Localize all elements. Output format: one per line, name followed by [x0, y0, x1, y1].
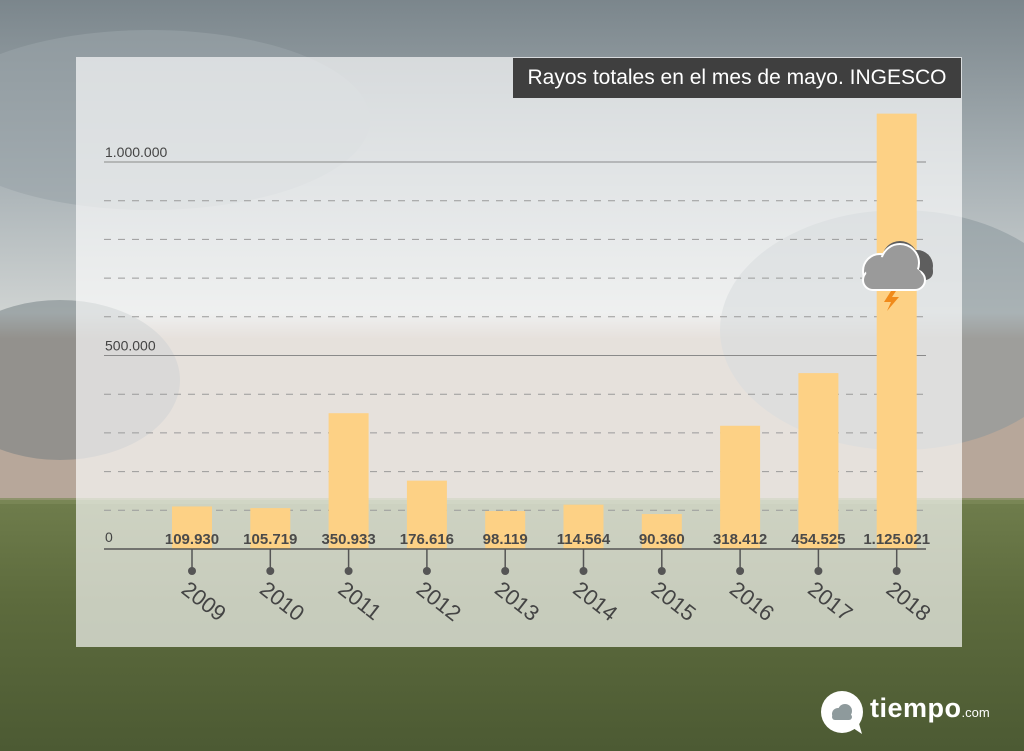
- y-tick-label: 1.000.000: [105, 144, 167, 160]
- x-tick-dot: [501, 567, 510, 575]
- x-tick-label: 2010: [255, 576, 309, 626]
- bar-2017: [798, 373, 839, 549]
- bar-2016: [720, 425, 761, 549]
- bar-2012: [406, 480, 447, 549]
- x-tick-dot: [422, 567, 431, 575]
- x-tick-dot: [344, 567, 353, 575]
- storm-cloud-icon: [862, 241, 933, 311]
- x-tick-dot: [266, 567, 275, 575]
- x-tick-label: 2013: [490, 576, 544, 626]
- x-tick-label: 2009: [177, 576, 231, 626]
- chart-title: Rayos totales en el mes de mayo. INGESCO: [513, 58, 961, 98]
- brand-wordmark: tiempo.com: [870, 693, 990, 724]
- value-label: 1.125.021: [863, 531, 930, 548]
- x-tick-label: 2016: [725, 576, 779, 626]
- value-label: 114.564: [557, 531, 611, 548]
- bar-2014: [563, 504, 604, 549]
- chat-bubble-cloud-icon: [821, 691, 863, 734]
- value-label: 109.930: [165, 531, 219, 548]
- brand-name: tiempo: [870, 693, 962, 723]
- brand-suffix: .com: [961, 705, 990, 720]
- bar-2009: [172, 506, 212, 549]
- bar-2015: [641, 514, 682, 549]
- bar-2011: [328, 413, 369, 549]
- value-label: 350.933: [321, 531, 375, 548]
- x-tick-label: 2018: [882, 576, 936, 626]
- x-tick-dot: [579, 567, 588, 575]
- x-axis: 2009 2010 2011 2012 2013 2014 2015 2016 2017 2018: [104, 548, 936, 626]
- bars: [172, 113, 917, 549]
- x-tick-label: 2014: [568, 576, 622, 626]
- y-tick-label: 500.000: [105, 338, 156, 354]
- x-tick-dot: [736, 567, 745, 575]
- value-label: 105.719: [243, 531, 297, 548]
- x-tick-label: 2017: [803, 576, 857, 626]
- x-tick-dot: [657, 567, 666, 575]
- y-tick-label: 0: [105, 529, 113, 545]
- x-tick-label: 2012: [412, 576, 466, 626]
- x-tick-dot: [892, 567, 901, 575]
- x-tick-dot: [814, 567, 823, 575]
- value-labels: 109.930 105.719 350.933 176.616 98.119 114.56…: [165, 531, 930, 548]
- bar-2018: [876, 113, 917, 549]
- x-tick-label: 2015: [647, 576, 701, 626]
- value-label: 318.412: [713, 531, 767, 548]
- value-label: 90.360: [639, 531, 685, 548]
- value-label: 98.119: [483, 531, 528, 548]
- value-label: 454.525: [791, 531, 845, 548]
- value-label: 176.616: [400, 531, 454, 548]
- grid-lines: 0 500.000 1.000.000: [104, 144, 926, 545]
- brand-logo: tiempo.com: [820, 690, 1010, 736]
- x-tick-label: 2011: [334, 576, 387, 625]
- bar-2010: [250, 508, 291, 549]
- x-tick-dot: [188, 567, 196, 575]
- bar-2013: [485, 511, 526, 549]
